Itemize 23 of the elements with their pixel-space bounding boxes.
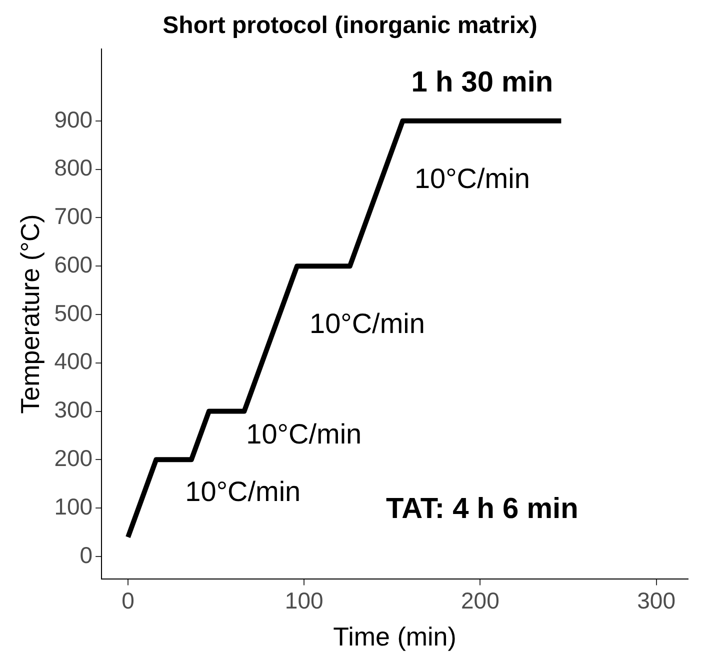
y-tick-label: 200 [54, 445, 93, 472]
chart-title: Short protocol (inorganic matrix) [162, 12, 538, 40]
x-tick-label: 100 [284, 587, 324, 614]
y-tick-label: 800 [54, 154, 93, 181]
x-axis-title: Time (min) [333, 622, 456, 652]
y-tick-label: 300 [54, 396, 93, 423]
y-tick-label: 900 [54, 106, 93, 132]
annotation: 10°C/min [185, 476, 301, 507]
annotation: 10°C/min [246, 418, 362, 450]
y-tick-label: 400 [54, 348, 93, 374]
annotation: 10°C/min [309, 308, 425, 339]
y-tick-label: 700 [54, 203, 93, 230]
y-tick-label: 100 [54, 493, 93, 520]
y-tick-label: 500 [54, 300, 93, 326]
annotation: 10°C/min [414, 163, 530, 194]
x-tick-label: 0 [122, 587, 134, 614]
x-tick-label: 300 [637, 587, 676, 614]
y-tick-label: 600 [54, 251, 93, 278]
x-tick-label: 200 [461, 587, 500, 614]
annotation: TAT: 4 h 6 min [386, 493, 578, 526]
y-axis-title: Temperature (°C) [14, 214, 45, 414]
y-tick-label: 0 [80, 542, 93, 568]
annotation: 1 h 30 min [411, 66, 554, 98]
